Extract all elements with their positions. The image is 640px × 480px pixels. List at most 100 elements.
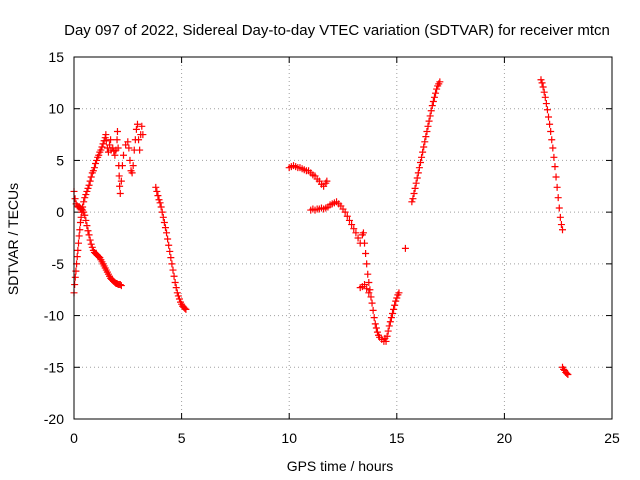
- data-point: [386, 318, 394, 326]
- y-tick-label: -15: [44, 359, 64, 375]
- data-point: [117, 177, 125, 185]
- data-point: [420, 143, 428, 151]
- data-point: [563, 369, 571, 377]
- data-point: [362, 250, 370, 258]
- data-point: [154, 192, 162, 200]
- data-point: [549, 144, 557, 152]
- data-point: [548, 136, 556, 144]
- data-point: [361, 281, 369, 289]
- data-point: [543, 106, 551, 114]
- series-seg-8: [408, 78, 444, 206]
- data-point: [395, 289, 403, 297]
- data-point: [364, 270, 372, 278]
- data-point: [124, 138, 132, 146]
- data-point: [85, 181, 93, 189]
- data-point: [559, 226, 567, 234]
- data-point: [538, 79, 546, 87]
- data-point: [107, 136, 115, 144]
- data-point: [173, 289, 181, 297]
- data-point: [160, 218, 168, 226]
- grid-lines: [74, 57, 612, 419]
- data-point: [383, 332, 391, 340]
- data-point: [156, 199, 164, 207]
- y-tick-label: 5: [56, 152, 64, 168]
- data-point: [411, 184, 419, 192]
- data-point: [410, 190, 418, 198]
- data-point: [545, 113, 553, 121]
- data-point: [168, 260, 176, 268]
- data-point: [414, 169, 422, 177]
- data-point: [163, 229, 171, 237]
- data-point: [424, 122, 432, 130]
- data-point: [350, 225, 358, 233]
- series-seg-6: [356, 281, 373, 297]
- data-point: [537, 76, 545, 84]
- data-point: [98, 143, 106, 151]
- series-seg-3: [152, 183, 190, 313]
- data-point: [169, 266, 177, 274]
- data-point: [171, 278, 179, 286]
- data-point: [384, 327, 392, 335]
- data-point: [419, 148, 427, 156]
- data-point: [89, 167, 97, 175]
- data-point: [412, 179, 420, 187]
- data-point: [84, 184, 92, 192]
- data-point: [546, 120, 554, 128]
- y-tick-label: -20: [44, 411, 64, 427]
- data-point: [175, 295, 183, 303]
- data-point: [345, 216, 353, 224]
- data-point: [539, 83, 547, 91]
- data-point: [554, 194, 562, 202]
- data-point: [368, 299, 376, 307]
- data-point: [436, 78, 444, 86]
- data-point: [369, 306, 377, 314]
- data-point: [97, 146, 105, 154]
- data-point: [415, 164, 423, 172]
- y-tick-label: 0: [56, 204, 64, 220]
- data-point: [165, 241, 173, 249]
- data-point: [391, 301, 399, 309]
- series-seg-9: [537, 76, 567, 234]
- data-point: [86, 236, 94, 244]
- data-point: [115, 172, 123, 180]
- data-point: [157, 203, 165, 211]
- data-point: [418, 153, 426, 161]
- data-point: [181, 304, 189, 312]
- data-point: [74, 246, 82, 254]
- y-tick-label: 15: [48, 49, 64, 65]
- data-point: [90, 164, 98, 172]
- data-point: [116, 281, 124, 289]
- data-point: [393, 294, 401, 302]
- data-point: [164, 235, 172, 243]
- data-point: [101, 134, 109, 142]
- data-point: [113, 127, 121, 135]
- data-point: [88, 243, 96, 251]
- data-point: [113, 136, 121, 144]
- data-point: [182, 305, 190, 313]
- data-point: [541, 93, 549, 101]
- data-point: [84, 227, 92, 235]
- data-point: [81, 211, 89, 219]
- data-point: [408, 198, 416, 206]
- y-tick-label: -5: [52, 256, 65, 272]
- data-point: [371, 320, 379, 328]
- data-point: [416, 158, 424, 166]
- data-point: [159, 213, 167, 221]
- data-series: [70, 76, 572, 379]
- data-point: [428, 102, 436, 110]
- data-point: [352, 229, 360, 237]
- data-point: [71, 273, 79, 281]
- data-point: [77, 213, 85, 221]
- data-point: [551, 163, 559, 171]
- data-point: [87, 173, 95, 181]
- data-point: [361, 239, 369, 247]
- data-point: [92, 160, 100, 168]
- data-point: [116, 190, 124, 198]
- y-axis-label: SDTVAR / TECUs: [5, 183, 21, 295]
- data-point: [161, 224, 169, 232]
- series-seg-4: [285, 162, 331, 190]
- data-point: [365, 278, 373, 286]
- data-point: [129, 162, 137, 170]
- data-point: [388, 310, 396, 318]
